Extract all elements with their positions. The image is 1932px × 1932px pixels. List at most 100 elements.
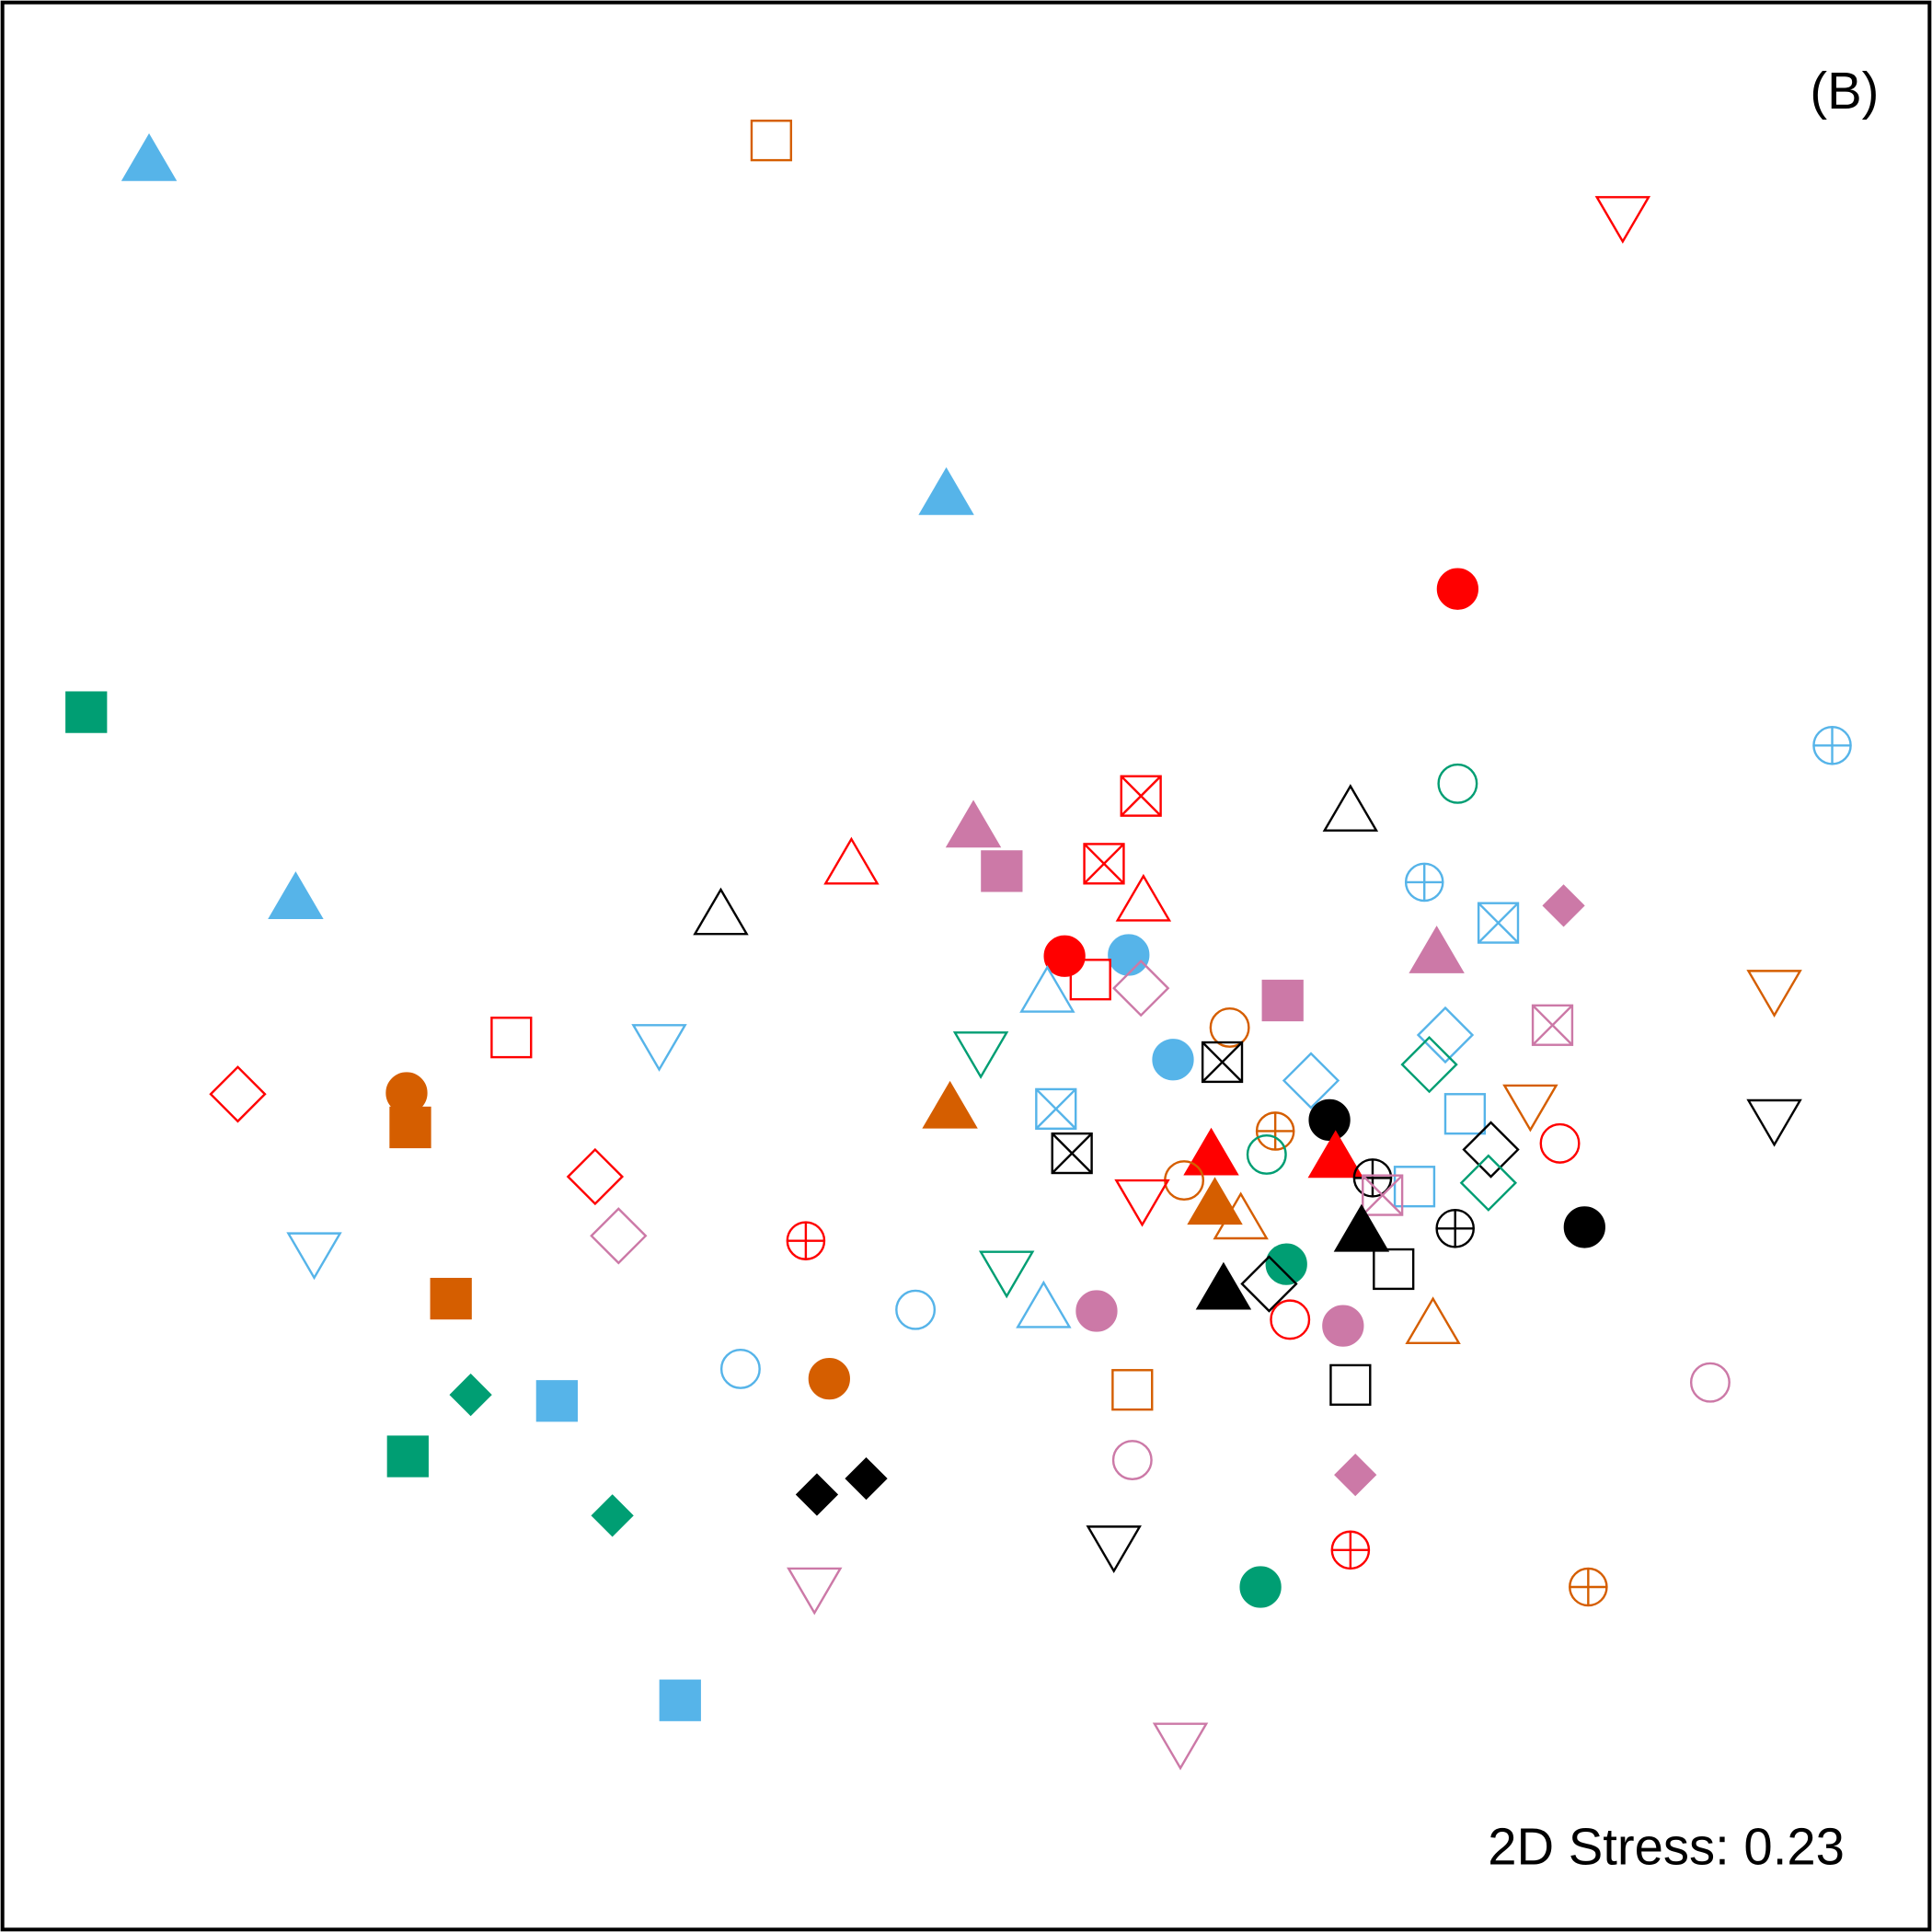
point-blue-triangle-up-filled	[268, 871, 324, 919]
point-blue-triangle-up-open	[1016, 1280, 1072, 1328]
point-blue-diamond-open	[1416, 1006, 1475, 1064]
point-red-triangle-up-open	[1115, 873, 1172, 922]
point-green-circle-filled	[1239, 1566, 1282, 1608]
point-black-circle-plus-open	[1435, 1208, 1475, 1248]
point-green-circle-open	[1246, 1133, 1287, 1175]
point-black-square-open	[1373, 1248, 1415, 1291]
point-pink-square-x-open	[1362, 1174, 1404, 1216]
point-blue-circle-filled	[1152, 1039, 1194, 1081]
stress-label: 2D Stress: 0.23	[1488, 1817, 1845, 1875]
point-red-triangle-up-open	[823, 836, 880, 885]
point-blue-circle-plus-open	[1404, 862, 1444, 903]
point-blue-diamond-open	[1282, 1052, 1340, 1110]
point-red-circle-filled	[1436, 568, 1479, 610]
point-green-diamond-open	[1400, 1035, 1458, 1094]
point-pink-circle-filled	[1322, 1305, 1364, 1347]
point-blue-square-open	[1443, 1093, 1487, 1135]
point-blue-square-x-open	[1035, 1087, 1077, 1130]
point-green-diamond-filled	[449, 1373, 492, 1417]
point-blue-square-filled	[535, 1380, 578, 1422]
point-pink-circle-open	[1689, 1362, 1731, 1403]
point-blue-triangle-up-filled	[918, 466, 974, 515]
point-black-triangle-down-open	[1746, 1098, 1802, 1147]
point-pink-triangle-up-filled	[945, 799, 1002, 848]
point-pink-diamond-filled	[1334, 1453, 1377, 1497]
point-black-diamond-open	[1462, 1121, 1520, 1179]
point-orange-triangle-down-open	[1502, 1084, 1558, 1133]
point-orange-square-open	[750, 120, 793, 162]
point-green-triangle-down-open	[952, 1031, 1009, 1079]
point-green-square-filled	[386, 1435, 429, 1478]
point-black-triangle-up-open	[1322, 784, 1379, 832]
point-black-diamond-open	[1240, 1255, 1298, 1313]
point-black-square-x-open	[1201, 1041, 1244, 1084]
point-red-square-x-open	[1083, 843, 1125, 885]
point-blue-square-filled	[659, 1679, 701, 1721]
point-blue-circle-open	[895, 1289, 937, 1330]
point-red-circle-plus-open	[786, 1221, 826, 1260]
point-red-circle-open	[1270, 1299, 1311, 1340]
point-green-triangle-down-open	[978, 1250, 1035, 1299]
point-orange-circle-open	[1209, 1006, 1250, 1048]
point-red-square-open	[1069, 959, 1111, 1001]
point-red-triangle-down-open	[1594, 196, 1651, 244]
point-red-diamond-open	[209, 1065, 267, 1123]
point-pink-diamond-filled	[1542, 884, 1585, 927]
point-red-triangle-down-open	[1114, 1179, 1170, 1227]
point-black-circle-filled	[1308, 1098, 1351, 1142]
point-orange-triangle-up-filled	[922, 1080, 978, 1129]
point-red-square-open	[490, 1017, 533, 1059]
point-orange-circle-plus-open	[1569, 1567, 1608, 1607]
point-blue-square-x-open	[1477, 902, 1520, 944]
point-orange-triangle-up-filled	[1187, 1177, 1243, 1225]
point-black-circle-plus-open	[1352, 1158, 1393, 1198]
point-orange-circle-plus-open	[1255, 1111, 1295, 1151]
point-pink-square-x-open	[1531, 1004, 1574, 1046]
point-green-diamond-filled	[591, 1494, 634, 1537]
point-orange-triangle-up-open	[1213, 1191, 1269, 1240]
point-black-square-open	[1329, 1363, 1372, 1406]
point-orange-square-open	[1111, 1369, 1154, 1411]
point-black-square-x-open	[1051, 1132, 1093, 1175]
point-green-diamond-open	[1459, 1154, 1518, 1212]
point-black-circle-filled	[1563, 1206, 1605, 1248]
point-blue-triangle-up-open	[1019, 964, 1075, 1013]
point-green-circle-filled	[1265, 1243, 1307, 1285]
point-pink-diamond-open	[590, 1207, 648, 1265]
point-blue-square-open	[1393, 1166, 1436, 1208]
point-red-diamond-open	[566, 1147, 625, 1206]
point-orange-triangle-down-open	[1746, 970, 1802, 1018]
point-pink-circle-filled	[1075, 1290, 1118, 1332]
data-points	[65, 120, 1852, 1771]
point-black-triangle-up-filled	[1333, 1203, 1390, 1252]
point-orange-square-filled	[430, 1277, 472, 1320]
point-black-diamond-filled	[845, 1457, 888, 1501]
point-blue-circle-plus-open	[1812, 725, 1852, 765]
point-black-triangle-down-open	[1086, 1525, 1142, 1573]
point-blue-circle-open	[719, 1348, 761, 1389]
point-black-triangle-up-filled	[1195, 1261, 1252, 1310]
point-black-triangle-up-open	[693, 887, 749, 936]
point-red-square-x-open	[1120, 775, 1162, 817]
point-green-square-filled	[65, 691, 108, 733]
point-blue-circle-filled	[1108, 934, 1150, 976]
point-pink-triangle-up-filled	[1409, 926, 1465, 973]
panel-label: (B)	[1810, 62, 1879, 120]
point-pink-circle-open	[1111, 1440, 1153, 1481]
point-red-circle-filled	[1043, 935, 1086, 977]
point-black-diamond-filled	[795, 1473, 839, 1516]
point-blue-triangle-up-filled	[121, 132, 178, 181]
point-pink-square-filled	[1261, 979, 1304, 1022]
point-pink-triangle-down-open	[787, 1567, 843, 1616]
point-orange-circle-filled	[808, 1358, 850, 1400]
point-pink-diamond-open	[1112, 959, 1170, 1018]
point-blue-triangle-down-open	[631, 1024, 687, 1072]
point-red-triangle-up-filled	[1307, 1130, 1364, 1179]
point-blue-triangle-down-open	[286, 1232, 342, 1281]
point-red-triangle-up-filled	[1183, 1127, 1239, 1176]
point-orange-square-filled	[389, 1106, 431, 1149]
point-green-circle-open	[1437, 763, 1478, 804]
point-pink-square-filled	[981, 850, 1023, 892]
